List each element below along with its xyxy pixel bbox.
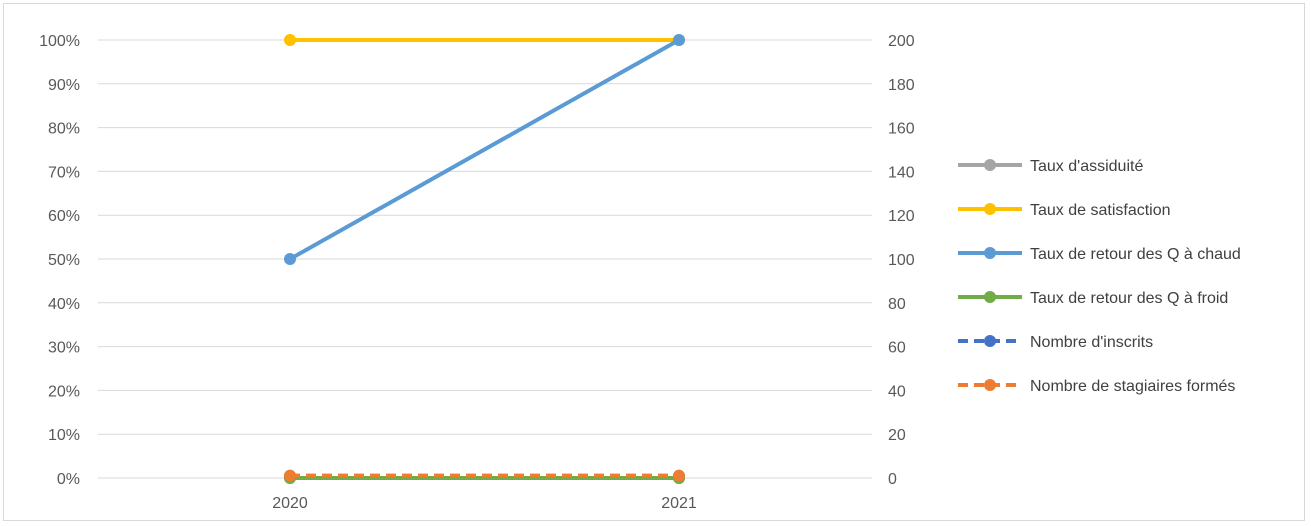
legend-swatch-marker: [984, 379, 996, 391]
left-axis-tick-label: 100%: [39, 33, 80, 50]
right-axis-tick-label: 100: [888, 252, 915, 269]
legend-label: Taux de retour des Q à chaud: [1030, 246, 1241, 263]
legend-item: Taux de satisfaction: [958, 202, 1171, 219]
legend-label: Nombre de stagiaires formés: [1030, 378, 1235, 395]
legend-swatch-marker: [984, 203, 996, 215]
data-point: [284, 253, 296, 265]
legend: Taux d'assiduité Taux de satisfaction Taux…: [958, 158, 1241, 395]
left-axis-tick-label: 60%: [48, 208, 80, 225]
legend-item: Taux de retour des Q à chaud: [958, 246, 1241, 263]
left-axis-ticks: 0% 10% 20% 30% 40% 50% 60% 70% 80% 90% 100%: [39, 33, 80, 488]
legend-item: Taux d'assiduité: [958, 158, 1143, 175]
series-2: [284, 34, 685, 265]
series-1: [284, 34, 685, 46]
left-axis-tick-label: 40%: [48, 296, 80, 313]
legend-label: Taux d'assiduité: [1030, 158, 1143, 175]
series-line: [288, 38, 681, 261]
left-axis-tick-label: 80%: [48, 121, 80, 138]
right-axis-tick-label: 200: [888, 33, 915, 50]
right-axis-tick-label: 60: [888, 340, 906, 357]
data-point: [673, 34, 685, 46]
x-axis-tick-label: 2021: [661, 495, 697, 512]
right-axis-tick-label: 20: [888, 427, 906, 444]
right-axis-tick-label: 180: [888, 77, 915, 94]
right-axis-tick-label: 80: [888, 296, 906, 313]
left-axis-tick-label: 0%: [57, 471, 80, 488]
legend-swatch-marker: [984, 335, 996, 347]
right-axis-ticks: 0 20 40 60 80 100 120 140 160 180 200: [888, 33, 915, 488]
series-lines: [284, 34, 685, 484]
right-axis-tick-label: 140: [888, 164, 915, 181]
left-axis-tick-label: 10%: [48, 427, 80, 444]
x-axis-tick-label: 2020: [272, 495, 308, 512]
left-axis-tick-label: 90%: [48, 77, 80, 94]
right-axis-tick-label: 160: [888, 121, 915, 138]
legend-swatch-marker: [984, 291, 996, 303]
left-axis-tick-label: 70%: [48, 164, 80, 181]
data-point: [284, 34, 296, 46]
right-axis-tick-label: 40: [888, 383, 906, 400]
legend-label: Taux de retour des Q à froid: [1030, 290, 1228, 307]
left-axis-tick-label: 30%: [48, 340, 80, 357]
x-axis-ticks: 2020 2021: [272, 495, 697, 512]
data-point: [284, 469, 296, 482]
series-3: [284, 472, 685, 484]
legend-swatch-marker: [984, 247, 996, 259]
left-axis-tick-label: 20%: [48, 383, 80, 400]
legend-item: Nombre de stagiaires formés: [958, 378, 1235, 395]
legend-swatch-marker: [984, 159, 996, 171]
legend-label: Nombre d'inscrits: [1030, 334, 1153, 351]
data-point: [673, 469, 685, 482]
gridlines: [98, 39, 872, 479]
legend-item: Taux de retour des Q à froid: [958, 290, 1228, 307]
right-axis-tick-label: 0: [888, 471, 897, 488]
legend-label: Taux de satisfaction: [1030, 202, 1171, 219]
right-axis-tick-label: 120: [888, 208, 915, 225]
series-5: [284, 469, 685, 482]
left-axis-tick-label: 50%: [48, 252, 80, 269]
legend-item: Nombre d'inscrits: [958, 334, 1153, 351]
